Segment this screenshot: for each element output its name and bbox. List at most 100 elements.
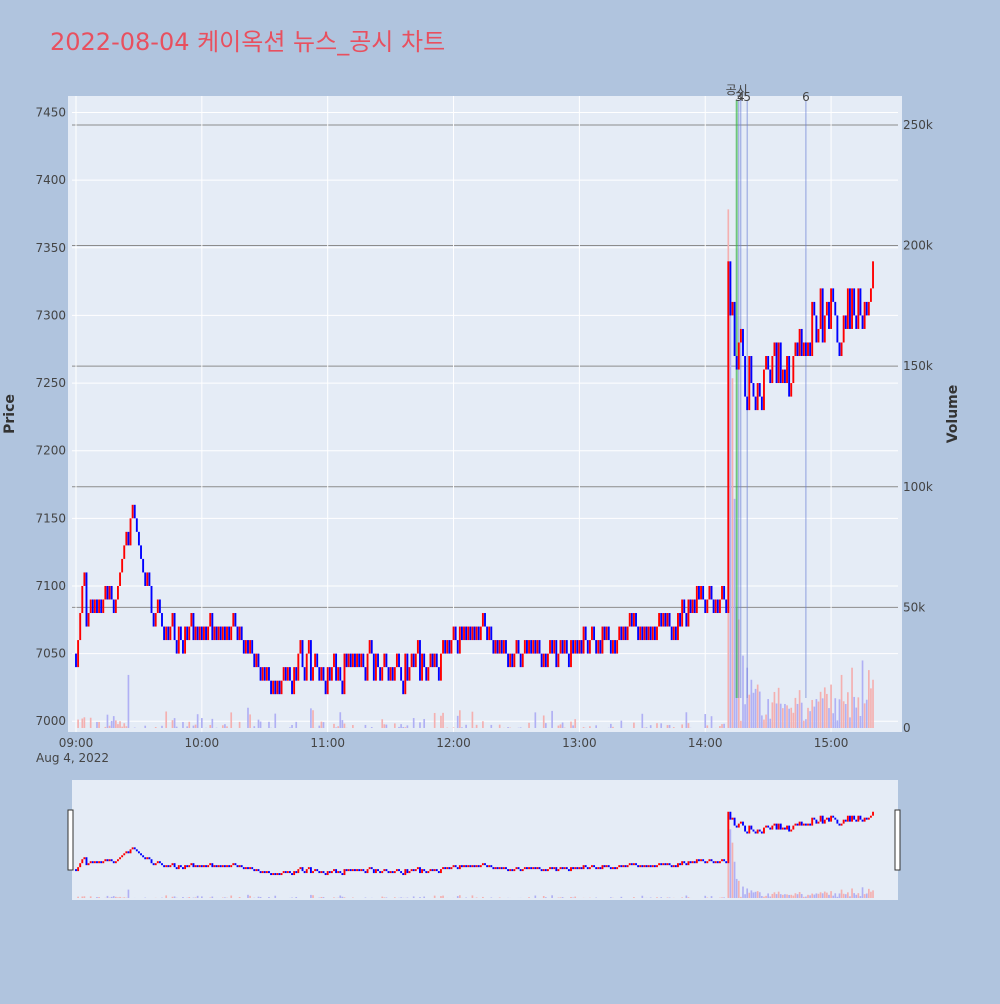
candle <box>312 667 314 681</box>
volume-bar <box>400 724 402 728</box>
slider-volume-bar <box>809 895 811 898</box>
candle <box>100 599 102 613</box>
slider-candle <box>511 869 513 871</box>
candle <box>834 302 836 316</box>
volume-bar <box>457 716 459 728</box>
candle <box>732 302 734 316</box>
slider-candle <box>392 871 394 873</box>
slider-volume-bar <box>344 897 346 898</box>
volume-bar <box>740 721 742 728</box>
slider-volume-bar <box>321 897 323 898</box>
slider-candle <box>400 871 402 873</box>
volume-bar <box>394 723 396 728</box>
slider-volume-bar <box>816 893 818 898</box>
slider-volume-bar <box>704 896 706 898</box>
candle <box>264 667 266 681</box>
slider-candle <box>740 822 742 824</box>
candle <box>161 613 163 627</box>
volume-bar <box>197 714 199 728</box>
candle <box>841 342 843 356</box>
slider-candle <box>805 824 807 826</box>
slider-candle <box>698 859 700 861</box>
slider-volume-bar <box>633 897 635 898</box>
slider-candle <box>520 869 522 871</box>
slider-candle <box>788 826 790 832</box>
candle <box>148 572 150 586</box>
candle <box>381 667 383 681</box>
candle <box>375 654 377 681</box>
candle <box>281 681 283 695</box>
candle <box>566 640 568 654</box>
slider-candle <box>560 867 562 869</box>
volume-bar <box>323 722 325 728</box>
slider-candle <box>293 871 295 875</box>
candle <box>759 383 761 397</box>
slider-volume-bar <box>610 897 612 898</box>
volume-bar <box>706 725 708 728</box>
slider-volume-bar <box>818 894 820 898</box>
volume-bar <box>117 724 119 728</box>
candle <box>367 654 369 681</box>
slider-candle <box>446 867 448 869</box>
slider-candle <box>704 861 706 863</box>
slider-volume-bar <box>757 891 759 898</box>
slider-candle <box>104 859 106 861</box>
slider-candle <box>115 861 117 863</box>
slider-candle <box>180 865 182 867</box>
candle <box>167 627 169 641</box>
volume-bar <box>719 726 721 728</box>
candle <box>383 654 385 668</box>
slider-candle <box>297 869 299 873</box>
slider-volume-bar <box>123 897 125 898</box>
slider-candle <box>471 865 473 867</box>
range-slider-track[interactable] <box>72 780 898 900</box>
candle <box>599 640 601 654</box>
volume-bar <box>551 711 553 728</box>
candle <box>667 613 669 627</box>
candle <box>776 342 778 383</box>
slider-candle <box>606 865 608 867</box>
candle <box>243 640 245 654</box>
slider-volume-bar <box>440 896 442 898</box>
volume-bar <box>144 726 146 728</box>
candle <box>711 586 713 600</box>
candle <box>356 654 358 668</box>
candle <box>125 532 127 546</box>
slider-candle <box>123 853 125 855</box>
slider-candle <box>851 816 853 822</box>
slider-candle <box>127 851 129 853</box>
slider-candle <box>119 857 121 859</box>
slider-candle <box>566 867 568 869</box>
candle <box>251 640 253 654</box>
slider-candle <box>797 824 799 826</box>
slider-candle <box>862 820 864 822</box>
slider-volume-bar <box>790 895 792 898</box>
slider-candle <box>660 863 662 865</box>
slider-volume-bar <box>755 892 757 898</box>
slider-volume-bar <box>528 897 530 898</box>
slider-candle <box>474 865 476 867</box>
volume-bar <box>830 685 832 728</box>
slider-candle <box>679 863 681 865</box>
volume-bar <box>612 727 614 728</box>
candle <box>455 627 457 641</box>
volume-bar <box>732 378 734 728</box>
volume-bar <box>839 699 841 728</box>
slider-candle <box>750 826 752 830</box>
slider-candle <box>652 865 654 867</box>
range-slider[interactable] <box>68 780 900 900</box>
volume-bar <box>866 700 868 728</box>
candle <box>750 356 752 383</box>
candle <box>390 667 392 681</box>
slider-candle <box>157 861 159 863</box>
slider-candle <box>144 857 146 859</box>
candle <box>379 667 381 681</box>
range-slider-handle-left[interactable] <box>68 810 73 870</box>
range-slider-handle-right[interactable] <box>895 810 900 870</box>
candle <box>723 586 725 600</box>
slider-candle <box>597 867 599 869</box>
slider-volume-bar <box>260 897 262 898</box>
candle <box>532 640 534 654</box>
candle <box>740 329 742 343</box>
slider-candle <box>488 865 490 867</box>
